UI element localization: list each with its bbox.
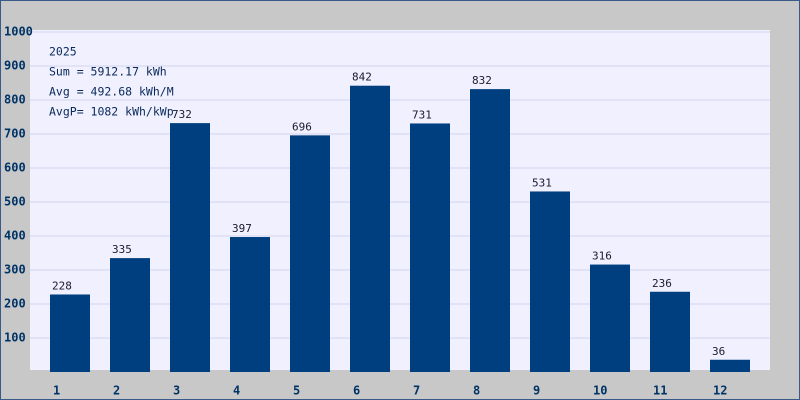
annotation: Avg = 492.68 kWh/M (49, 85, 174, 99)
x-tick-label: 8 (473, 384, 480, 398)
bar (350, 85, 390, 372)
x-tick-label: 5 (293, 384, 300, 398)
bar (590, 264, 630, 372)
y-tick-label: 600 (4, 161, 26, 175)
value-label: 696 (292, 120, 312, 133)
bar (230, 237, 270, 372)
annotation: AvgP= 1082 kWh/kWp (49, 105, 174, 119)
y-tick-label: 700 (4, 127, 26, 141)
bar (470, 89, 510, 373)
bar (290, 135, 330, 372)
y-tick-label: 400 (4, 229, 26, 243)
value-label: 842 (352, 71, 372, 84)
plot-area (30, 30, 770, 370)
value-label: 236 (652, 277, 672, 290)
x-tick-label: 3 (173, 384, 180, 398)
value-label: 832 (472, 74, 492, 87)
bar (110, 258, 150, 372)
value-label: 531 (532, 176, 552, 189)
x-tick-label: 1 (53, 384, 60, 398)
y-tick-label: 1000 (4, 25, 33, 39)
value-label: 335 (112, 243, 132, 256)
value-label: 316 (592, 250, 612, 263)
y-tick-label: 900 (4, 59, 26, 73)
y-tick-label: 500 (4, 195, 26, 209)
value-label: 731 (412, 108, 432, 121)
x-tick-label: 2 (113, 384, 120, 398)
bar (530, 191, 570, 372)
x-tick-label: 10 (593, 384, 607, 398)
bar (50, 294, 90, 372)
y-tick-label: 800 (4, 93, 26, 107)
bar (650, 291, 690, 372)
x-tick-label: 6 (353, 384, 360, 398)
x-tick-label: 9 (533, 384, 540, 398)
x-tick-label: 4 (233, 384, 240, 398)
x-tick-label: 7 (413, 384, 420, 398)
bar (170, 123, 210, 373)
y-tick-label: 200 (4, 297, 26, 311)
value-label: 228 (52, 279, 72, 292)
x-tick-label: 11 (653, 384, 667, 398)
annotation: Sum = 5912.17 kWh (49, 65, 167, 79)
annotation: 2025 (49, 45, 77, 59)
bar (710, 359, 750, 372)
value-label: 732 (172, 108, 192, 121)
y-tick-label: 100 (4, 331, 26, 345)
value-label: 397 (232, 222, 252, 235)
bar (410, 123, 450, 373)
value-label: 36 (712, 345, 725, 358)
x-tick-label: 12 (713, 384, 727, 398)
y-tick-label: 300 (4, 263, 26, 277)
